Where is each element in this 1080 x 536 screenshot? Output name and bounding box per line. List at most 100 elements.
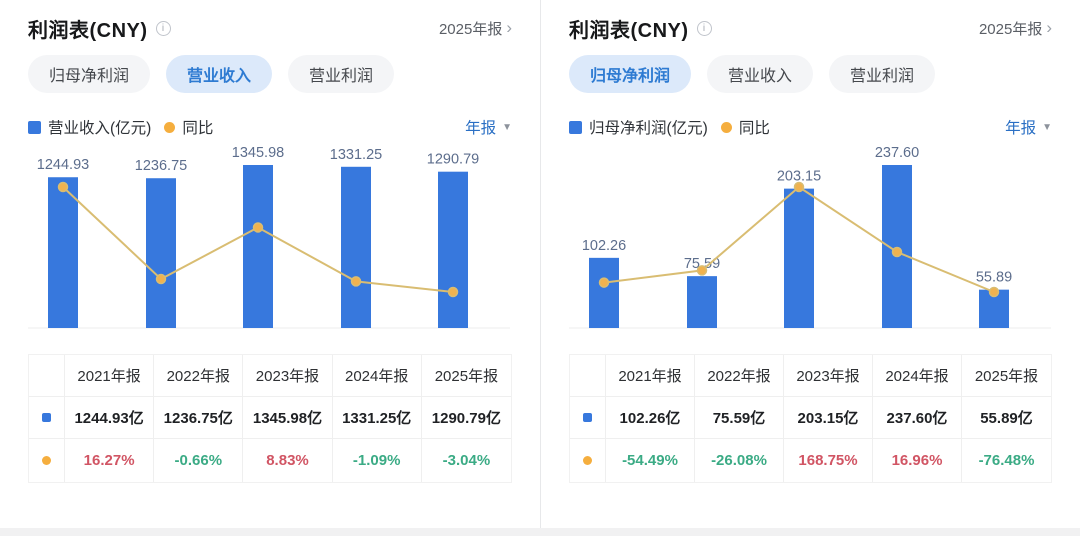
table-corner-cell — [29, 355, 65, 397]
line-series-marker — [583, 456, 592, 465]
panel-header: 利润表(CNY) i 2025年报 › — [28, 0, 512, 42]
yoy-point-2024年报[interactable] — [891, 246, 903, 258]
income-statement-panel-net-profit: 利润表(CNY) i 2025年报 › 归母净利润 营业收入 营业利润 归母净利润(… — [540, 0, 1080, 536]
bar-value-label: 1345.98 — [232, 145, 284, 161]
bar-value-label: 203.15 — [777, 169, 821, 185]
legend-row: 归母净利润(亿元) 同比 年报 ▼ — [569, 116, 1052, 138]
frequency-dropdown[interactable]: 年报 ▼ — [465, 116, 512, 138]
bar-2021年报[interactable] — [48, 177, 78, 328]
frequency-label: 年报 — [1005, 120, 1037, 137]
table-pct-cell: 16.27% — [65, 439, 155, 482]
tab-归母净利润[interactable]: 归母净利润 — [28, 55, 151, 93]
bar-value-label: 237.60 — [875, 145, 919, 161]
yoy-point-2021年报[interactable] — [57, 181, 69, 193]
tab-营业收入[interactable]: 营业收入 — [166, 55, 273, 93]
bar-2021年报[interactable] — [589, 257, 619, 328]
page-bottom-strip — [0, 528, 1080, 536]
yoy-point-2023年报[interactable] — [793, 181, 805, 193]
period-link[interactable]: 2025年报 › — [979, 18, 1052, 39]
bar-2024年报[interactable] — [882, 165, 912, 328]
table-pct-cell: -54.49% — [606, 439, 695, 482]
bar-series-label: 归母净利润(亿元) — [589, 120, 708, 137]
table-header-cell: 2025年报 — [421, 355, 511, 397]
table-marker-cell — [29, 397, 65, 439]
caret-down-icon: ▼ — [1042, 121, 1052, 133]
bar-series-marker — [42, 413, 51, 422]
tab-营业收入[interactable]: 营业收入 — [707, 55, 814, 93]
bar-series-swatch — [569, 120, 582, 134]
tab-归母净利润[interactable]: 归母净利润 — [569, 55, 692, 93]
table-value-cell: 1290.79亿 — [421, 397, 511, 439]
bar-series-label: 营业收入(亿元) — [48, 120, 152, 137]
chevron-right-icon: › — [506, 17, 512, 37]
chevron-right-icon: › — [1046, 17, 1052, 37]
table-corner-cell — [570, 355, 606, 397]
table-pct-cell: -0.66% — [154, 439, 244, 482]
table-header-cell: 2023年报 — [243, 355, 333, 397]
yoy-point-2022年报[interactable] — [155, 273, 167, 285]
table-header-cell: 2021年报 — [606, 355, 695, 397]
tab-营业利润[interactable]: 营业利润 — [288, 55, 395, 93]
frequency-dropdown[interactable]: 年报 ▼ — [1005, 116, 1052, 138]
line-series-label: 同比 — [738, 120, 770, 137]
yoy-point-2025年报[interactable] — [988, 286, 1000, 298]
info-icon[interactable]: i — [696, 20, 712, 36]
chart-legend: 归母净利润(亿元) 同比 — [569, 116, 770, 138]
period-label: 2025年报 — [978, 20, 1043, 38]
table-pct-cell: 168.75% — [784, 439, 873, 482]
table-pct-cell: -3.04% — [442, 452, 491, 469]
bar-value-label: 1236.75 — [135, 158, 187, 174]
frequency-label: 年报 — [465, 120, 497, 137]
caret-down-icon: ▼ — [502, 121, 512, 133]
table-header-cell: 2022年报 — [154, 355, 244, 397]
bar-2022年报[interactable] — [146, 178, 176, 328]
bar-value-label: 1331.25 — [330, 147, 382, 163]
table-value-cell: 55.89亿 — [962, 397, 1051, 439]
net-profit-data-table: 2021年报 2022年报 2023年报 2024年报 2025年报 102.26亿 75.… — [569, 354, 1052, 483]
net-profit-combo-chart[interactable]: 102.26 75.59 203.15 237.60 55.89 — [569, 142, 1052, 342]
info-icon[interactable]: i — [155, 20, 171, 36]
table-value-cell: 1236.75亿 — [154, 397, 244, 439]
yoy-point-2025年报[interactable] — [447, 286, 459, 298]
tab-营业利润[interactable]: 营业利润 — [829, 55, 936, 93]
yoy-point-2024年报[interactable] — [350, 276, 362, 287]
line-series-swatch — [720, 121, 732, 133]
page-title: 利润表(CNY) — [569, 19, 689, 42]
period-link[interactable]: 2025年报 › — [439, 18, 512, 39]
table-marker-cell — [570, 397, 606, 439]
table-value-cell: 1331.25亿 — [332, 397, 422, 439]
table-header-cell: 2025年报 — [962, 355, 1051, 397]
table-value-cell: 1345.98亿 — [243, 397, 333, 439]
bar-2023年报[interactable] — [243, 165, 273, 328]
bar-value-label: 75.59 — [684, 256, 720, 272]
yoy-point-2022年报[interactable] — [696, 265, 708, 276]
chart-legend: 营业收入(亿元) 同比 — [28, 116, 213, 138]
table-pct-cell: -26.08% — [695, 439, 784, 482]
bar-value-label: 1290.79 — [427, 152, 479, 168]
table-value-cell: 237.60亿 — [873, 397, 962, 439]
revenue-combo-chart[interactable]: 1244.93 1236.75 1345.98 1331.25 1290.79 — [28, 142, 512, 342]
table-marker-cell — [570, 439, 606, 482]
bar-2024年报[interactable] — [341, 166, 371, 328]
panel-header: 利润表(CNY) i 2025年报 › — [569, 0, 1052, 42]
income-statement-panel-revenue: 利润表(CNY) i 2025年报 › 归母净利润 营业收入 营业利润 营业收入(亿… — [28, 0, 512, 483]
line-series-marker — [42, 456, 51, 465]
table-pct-cell: -76.48% — [978, 452, 1035, 469]
yoy-point-2021年报[interactable] — [598, 277, 610, 288]
table-value-cell: 75.59亿 — [695, 397, 784, 439]
table-pct-cell: 8.83% — [243, 439, 333, 482]
table-header-cell: 2023年报 — [784, 355, 873, 397]
bar-2025年报[interactable] — [438, 171, 468, 328]
line-series-label: 同比 — [182, 120, 214, 137]
table-pct-cell: -1.09% — [333, 439, 422, 482]
page-title: 利润表(CNY) — [28, 19, 148, 42]
table-value-cell: 203.15亿 — [784, 397, 873, 439]
bar-series-marker — [583, 413, 592, 422]
yoy-point-2023年报[interactable] — [252, 222, 264, 233]
bar-value-label: 102.26 — [582, 238, 626, 254]
bar-2023年报[interactable] — [784, 188, 814, 328]
table-value-cell: 102.26亿 — [606, 397, 695, 439]
table-value-cell: 1244.93亿 — [65, 397, 155, 439]
bar-2022年报[interactable] — [687, 276, 717, 328]
